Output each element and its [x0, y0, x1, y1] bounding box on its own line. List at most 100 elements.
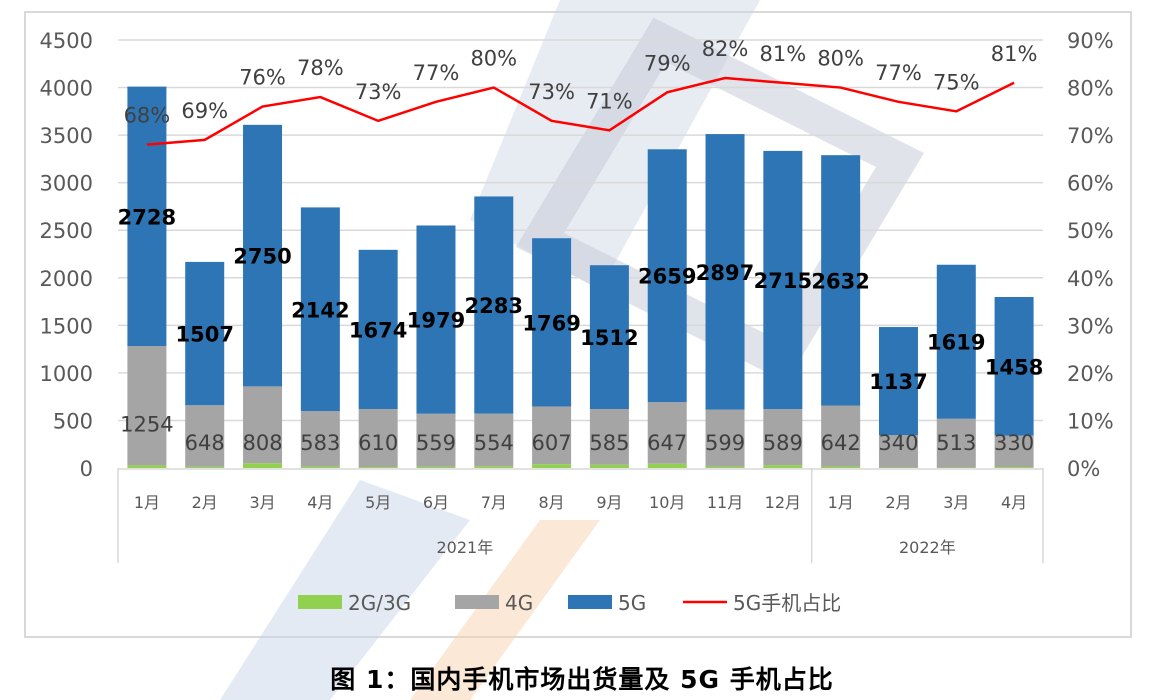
- bar-stack: 808 2750: [233, 124, 292, 468]
- share-value-label: 77%: [875, 61, 922, 85]
- y-tick-label: 1500: [40, 314, 93, 338]
- y2-tick-label: 20%: [1067, 362, 1114, 386]
- x-axis: 1月 2月 3月 4月 5月 6月 7月 8月 9月 10月 11月 12月 1月 2月 3月 4月 2021年…: [117, 468, 1044, 563]
- 5g-value-label: 1979: [407, 309, 465, 333]
- bar-stack: 513 1619: [927, 264, 986, 468]
- 4g-value-label: 642: [821, 431, 861, 455]
- 5g-value-label: 2897: [696, 261, 754, 285]
- 5g-value-label: 2750: [233, 245, 291, 269]
- x-tick-label: 9月: [596, 493, 622, 512]
- x-group-label: 2022年: [899, 538, 956, 557]
- 5g-value-label: 2632: [811, 269, 869, 293]
- legend-label: 2G/3G: [348, 591, 411, 615]
- x-tick-label: 4月: [1001, 493, 1027, 512]
- legend-swatch: [298, 595, 342, 609]
- y2-tick-label: 30%: [1067, 314, 1114, 338]
- share-value-label: 81%: [991, 42, 1038, 66]
- bar-stack: 583 2142: [291, 207, 350, 468]
- legend-item-g4: 4G: [455, 591, 533, 615]
- x-tick-label: 11月: [707, 493, 743, 512]
- bar-stack: 647 2659: [638, 149, 696, 468]
- x-tick-label: 3月: [943, 493, 969, 512]
- share-value-label: 82%: [702, 37, 749, 61]
- share-value-label: 81%: [760, 42, 807, 66]
- share-value-label: 69%: [181, 99, 228, 123]
- 5g-value-label: 2728: [118, 205, 176, 229]
- x-tick-label: 7月: [481, 493, 507, 512]
- x-tick-label: 1月: [134, 493, 160, 512]
- 4g-value-label: 599: [705, 431, 745, 455]
- y2-tick-label: 0%: [1067, 457, 1100, 481]
- bar-stack: 607 1769: [522, 238, 581, 468]
- legend-swatch: [568, 595, 612, 609]
- 4g-value-label: 808: [242, 431, 282, 455]
- bar-stack: 585 1512: [580, 265, 639, 468]
- 5g-share-line: 68% 69% 76% 78% 73% 77% 80% 73% 71% 79% 82% 81% 80% 7…: [124, 37, 1038, 146]
- y-tick-label: 3000: [40, 172, 93, 196]
- bar-stack: 554 2283: [465, 196, 523, 468]
- y-axis-right: 0% 10% 20% 30% 40% 50% 60% 70% 80% 90%: [1067, 29, 1114, 481]
- y2-tick-label: 50%: [1067, 219, 1114, 243]
- x-tick-label: 12月: [765, 493, 801, 512]
- legend-item-line: 5G手机占比: [683, 591, 841, 615]
- 4g-value-label: 647: [647, 431, 687, 455]
- bar-stack: 559 1979: [407, 225, 465, 468]
- 4g-value-label: 610: [358, 431, 398, 455]
- 5g-share-polyline: [146, 76, 1015, 146]
- share-value-label: 80%: [817, 47, 864, 71]
- legend-label: 5G手机占比: [733, 591, 841, 615]
- y-tick-label: 0: [80, 457, 93, 481]
- 4g-value-label: 559: [416, 431, 456, 455]
- share-value-label: 73%: [355, 80, 402, 104]
- bar-stack: 340 1137: [869, 327, 928, 468]
- 4g-value-label: 585: [589, 431, 629, 455]
- 4g-value-label: 554: [474, 431, 514, 455]
- 5g-value-label: 2715: [754, 269, 812, 293]
- 4g-value-label: 340: [878, 431, 918, 455]
- share-value-label: 80%: [470, 47, 517, 71]
- 5g-value-label: 1458: [985, 355, 1043, 379]
- share-value-label: 77%: [413, 61, 460, 85]
- y2-tick-label: 10%: [1067, 409, 1114, 433]
- 4g-value-label: 1254: [120, 413, 173, 437]
- 4g-value-label: 589: [763, 431, 803, 455]
- x-tick-label: 5月: [365, 493, 391, 512]
- share-value-label: 78%: [297, 56, 344, 80]
- 5g-value-label: 1137: [869, 370, 927, 394]
- x-tick-label: 1月: [828, 493, 854, 512]
- y-tick-label: 2000: [40, 267, 93, 291]
- watermark-logo: [220, 0, 925, 700]
- x-group-label: 2021年: [437, 538, 494, 557]
- bar-stack: 330 1458: [985, 296, 1043, 468]
- legend-label: 5G: [618, 591, 646, 615]
- x-tick-label: 3月: [249, 493, 275, 512]
- share-value-label: 76%: [239, 66, 286, 90]
- legend: 2G/3G 4G 5G 5G手机占比: [298, 591, 841, 615]
- 5g-value-label: 1507: [175, 323, 233, 347]
- share-value-label: 79%: [644, 51, 691, 75]
- share-value-label: 68%: [124, 104, 171, 128]
- y-tick-label: 1000: [40, 362, 93, 386]
- y2-tick-label: 60%: [1067, 172, 1114, 196]
- bar-stack: 589 2715: [754, 150, 812, 468]
- 4g-value-label: 330: [994, 431, 1034, 455]
- y-tick-label: 4500: [40, 29, 93, 53]
- 5g-value-label: 1512: [580, 326, 638, 350]
- y2-tick-label: 80%: [1067, 77, 1114, 101]
- share-value-label: 73%: [528, 80, 575, 104]
- bar-stack: 610 1674: [349, 249, 407, 468]
- 5g-value-label: 1619: [927, 331, 985, 355]
- y-tick-label: 500: [53, 409, 93, 433]
- 5g-value-label: 2659: [638, 265, 696, 289]
- figure-caption: 图 1：国内手机市场出货量及 5G 手机占比: [330, 665, 834, 694]
- legend-item-g5: 5G: [568, 591, 646, 615]
- bar-stack: 642 2632: [811, 155, 870, 468]
- y2-tick-label: 40%: [1067, 267, 1114, 291]
- 4g-value-label: 648: [185, 431, 225, 455]
- x-tick-label: 6月: [423, 493, 449, 512]
- y-axis-left: 0 500 1000 1500 2000 2500 3000 3500 4000 4500: [40, 29, 93, 481]
- 5g-value-label: 2142: [291, 298, 349, 322]
- bar-stack: 599 2897: [696, 134, 754, 468]
- 5g-value-label: 1769: [522, 311, 580, 335]
